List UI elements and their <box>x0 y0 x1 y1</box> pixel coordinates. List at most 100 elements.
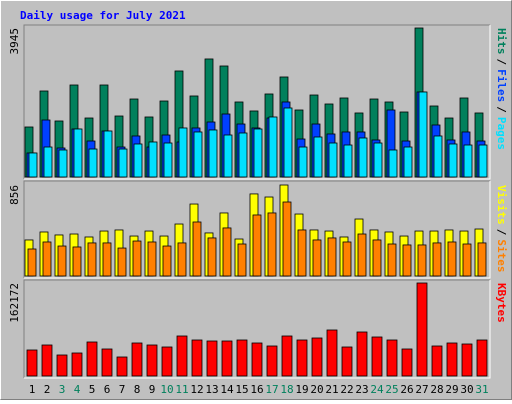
bar <box>133 143 143 178</box>
bar <box>431 345 443 377</box>
bar <box>476 339 488 377</box>
x-tick-label: 26 <box>400 383 413 396</box>
chart-title: Daily usage for July 2021 <box>20 9 186 22</box>
x-tick-label: 18 <box>280 383 293 396</box>
bar <box>386 339 398 377</box>
x-tick-label: 14 <box>220 383 234 396</box>
x-tick-label: 21 <box>325 383 338 396</box>
legend: Visits / Sites <box>495 185 508 273</box>
x-tick-label: 29 <box>445 383 458 396</box>
x-tick-label: 31 <box>475 383 488 396</box>
bar <box>118 148 128 178</box>
bar <box>191 339 203 377</box>
legend-entry: Hits <box>495 28 508 55</box>
bar <box>373 142 383 178</box>
bar <box>267 212 277 277</box>
x-tick-label: 15 <box>235 383 248 396</box>
x-tick-label: 20 <box>310 383 323 396</box>
bar <box>238 132 248 178</box>
bar <box>161 346 173 377</box>
bar <box>87 242 97 277</box>
bar <box>223 134 233 178</box>
bar <box>72 246 82 277</box>
bar <box>433 135 443 178</box>
x-tick-label: 13 <box>205 383 218 396</box>
x-tick-label: 22 <box>340 383 353 396</box>
bar <box>28 152 38 178</box>
plot-bevel-light <box>24 280 491 379</box>
bar <box>146 344 158 377</box>
bar <box>296 339 308 377</box>
legend-entry: Pages <box>495 117 508 150</box>
x-tick-label: 16 <box>250 383 263 396</box>
bar <box>176 335 188 377</box>
y-tick-label: 162172 <box>8 283 21 323</box>
bar <box>253 128 263 178</box>
bar <box>356 331 368 377</box>
legend-entry: Sites <box>495 239 508 272</box>
bar <box>207 237 217 277</box>
bar <box>478 144 488 178</box>
bar <box>343 144 353 178</box>
bar <box>327 237 337 277</box>
bar <box>281 335 293 377</box>
bar <box>251 342 263 377</box>
x-tick-label: 10 <box>160 383 173 396</box>
bar <box>237 243 247 277</box>
bar <box>326 329 338 377</box>
x-tick-label: 7 <box>119 383 126 396</box>
bar <box>403 146 413 178</box>
bar <box>462 243 472 277</box>
bar <box>148 141 158 178</box>
bar <box>193 131 203 178</box>
plot-bevel-dark <box>23 24 490 179</box>
bar <box>446 342 458 377</box>
bar <box>73 128 83 178</box>
bar <box>147 241 157 277</box>
bar <box>116 356 128 377</box>
bar <box>268 116 278 178</box>
x-tick-label: 5 <box>89 383 96 396</box>
x-tick-label: 27 <box>415 383 428 396</box>
bar <box>358 137 368 178</box>
bar <box>56 354 68 377</box>
x-tick-label: 19 <box>295 383 308 396</box>
legend-separator: / <box>495 229 508 236</box>
x-tick-label: 17 <box>265 383 278 396</box>
bar <box>103 130 113 178</box>
bar <box>387 243 397 277</box>
bar <box>342 241 352 277</box>
bar <box>297 229 307 277</box>
bar <box>27 248 37 277</box>
bar <box>416 282 428 377</box>
y-tick-label: 856 <box>8 185 21 205</box>
bar <box>41 344 53 377</box>
x-tick-label: 1 <box>29 383 36 396</box>
plot-bevel-light <box>24 181 491 279</box>
x-tick-label: 11 <box>175 383 188 396</box>
bar <box>101 348 113 377</box>
bar <box>42 241 52 277</box>
legend: Hits / Files / Pages <box>495 28 508 150</box>
bar <box>341 346 353 377</box>
bar <box>283 107 293 178</box>
bar <box>417 244 427 277</box>
x-tick-label: 23 <box>355 383 368 396</box>
bar <box>418 91 428 178</box>
bar <box>236 339 248 377</box>
plot-bevel-dark <box>23 279 490 378</box>
bar <box>221 340 233 377</box>
y-tick-label: 3945 <box>8 28 21 55</box>
bar <box>57 245 67 277</box>
bar <box>131 342 143 377</box>
bar <box>222 227 232 277</box>
legend-entry: Visits <box>495 185 508 225</box>
x-tick-label: 2 <box>44 383 51 396</box>
bar <box>178 127 188 178</box>
bar <box>132 240 142 277</box>
bar <box>447 241 457 277</box>
bar <box>163 142 173 178</box>
bar <box>86 341 98 377</box>
legend-separator: / <box>495 106 508 113</box>
